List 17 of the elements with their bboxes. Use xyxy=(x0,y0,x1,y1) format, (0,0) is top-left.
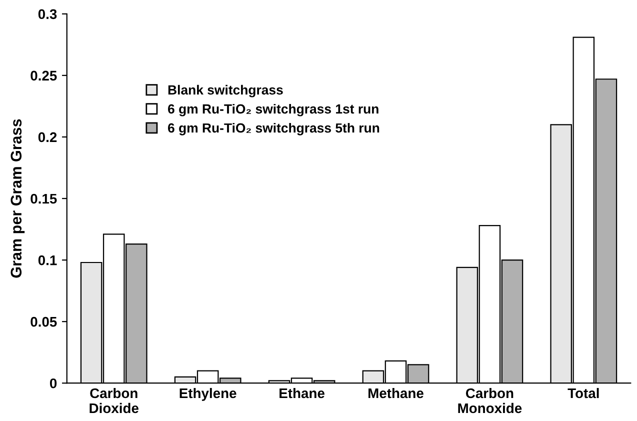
y-tick-label: 0.1 xyxy=(38,255,57,266)
y-axis-title: Gram per Gram Grass xyxy=(10,119,25,278)
x-tick-label: Methane xyxy=(368,388,424,398)
x-tick-label: Carbon Monoxide xyxy=(458,388,522,414)
legend-label: Blank switchgrass xyxy=(168,84,283,98)
legend-label: 6 gm Ru-TiO₂ switchgrass 1st run xyxy=(168,104,378,116)
x-tick-label: Ethylene xyxy=(180,388,236,401)
y-tick-label: 0.15 xyxy=(30,194,57,204)
y-tick-label: 0.25 xyxy=(30,70,57,81)
y-tick-label: 0.3 xyxy=(38,9,57,20)
y-tick-label: 0.05 xyxy=(30,316,57,327)
y-tick-label: 0.2 xyxy=(38,132,57,142)
x-tick-label: Carbon Dioxide xyxy=(90,388,138,414)
x-tick-label: Total xyxy=(568,388,599,398)
x-tick-label: Ethane xyxy=(280,388,324,398)
legend-label: 6 gm Ru-TiO₂ switchgrass 5th run xyxy=(168,122,380,136)
y-tick-label: 0 xyxy=(50,378,57,388)
